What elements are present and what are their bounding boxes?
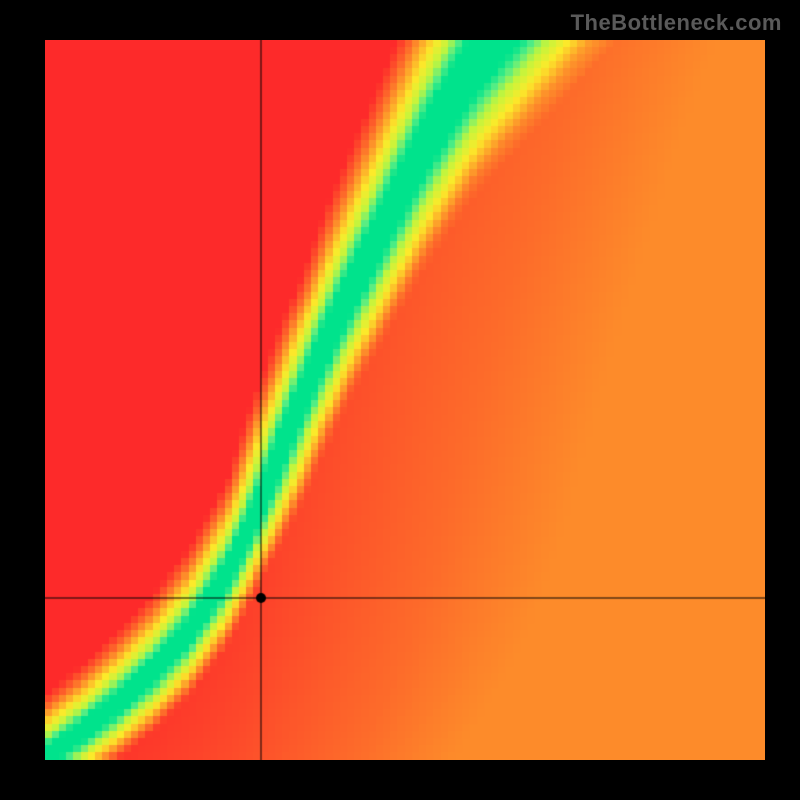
watermark-text: TheBottleneck.com	[571, 10, 782, 36]
chart-container: { "watermark": { "text": "TheBottleneck.…	[0, 0, 800, 800]
bottleneck-heatmap	[45, 40, 765, 760]
